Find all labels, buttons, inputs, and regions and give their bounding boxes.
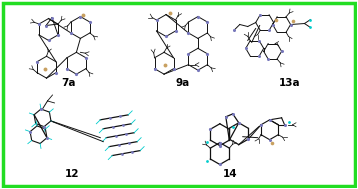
Text: 13a: 13a <box>279 78 300 88</box>
Text: 12: 12 <box>65 169 80 179</box>
Text: 9a: 9a <box>176 78 190 88</box>
Text: 7a: 7a <box>61 78 76 88</box>
Text: 14: 14 <box>222 169 237 179</box>
